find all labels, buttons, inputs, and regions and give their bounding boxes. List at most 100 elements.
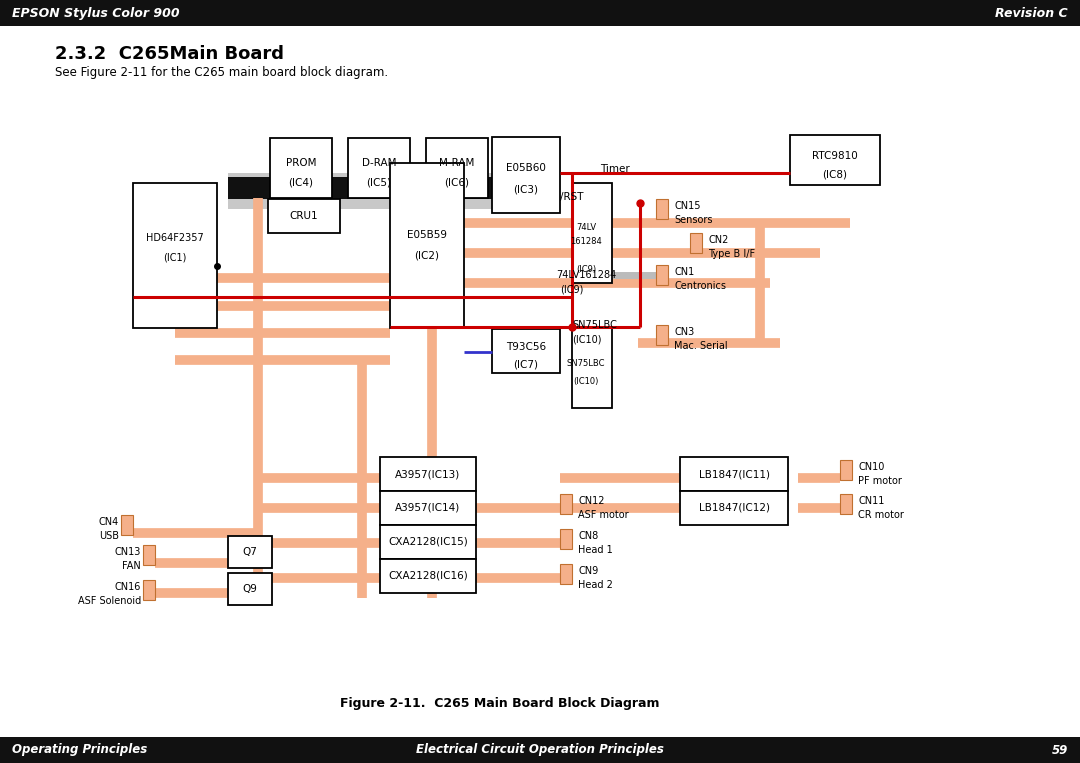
Bar [0,737,1080,763]
Text: E05B59: E05B59 [407,230,447,240]
Text: (IC8): (IC8) [823,169,848,179]
Bar [268,199,340,233]
Text: (IC10): (IC10) [573,376,598,385]
Text: PROM: PROM [286,158,316,168]
Text: Q9: Q9 [243,584,257,594]
Text: Operating Principles: Operating Principles [12,743,147,756]
Text: CN13: CN13 [114,547,141,557]
Bar [656,325,669,345]
Text: CN16: CN16 [114,582,141,592]
Bar [656,199,669,219]
Text: /RST: /RST [561,192,583,202]
Text: CN9: CN9 [578,566,598,576]
Text: Type B I/F: Type B I/F [708,249,755,259]
Text: CN12: CN12 [578,496,605,506]
Text: EPSON Stylus Color 900: EPSON Stylus Color 900 [12,7,179,20]
Bar [0,0,1080,26]
Bar [228,173,538,209]
Text: SN75LBC: SN75LBC [572,320,617,330]
Bar [789,135,880,185]
Text: Centronics: Centronics [674,281,726,291]
Text: M-RAM: M-RAM [440,158,475,168]
Text: (IC1): (IC1) [163,252,187,262]
Text: Revision C: Revision C [996,7,1068,20]
Text: (IC6): (IC6) [445,177,470,187]
Text: (IC5): (IC5) [366,177,392,187]
Text: A3957(IC13): A3957(IC13) [395,469,461,479]
Text: (IC9): (IC9) [576,265,596,273]
Text: 74LV: 74LV [576,223,596,231]
Bar [228,536,272,568]
Text: PF motor: PF motor [858,476,902,486]
Text: 2.3.2  C265Main Board: 2.3.2 C265Main Board [55,45,284,63]
Text: Figure 2-11.  C265 Main Board Block Diagram: Figure 2-11. C265 Main Board Block Diagr… [340,697,660,710]
Text: CN10: CN10 [858,462,885,472]
Bar [143,545,156,565]
Text: E05B60: E05B60 [507,163,545,173]
Text: (IC2): (IC2) [415,250,440,260]
Bar [390,163,464,328]
Text: CN1: CN1 [674,267,694,277]
Text: CXA2128(IC15): CXA2128(IC15) [388,537,468,547]
Text: (IC4): (IC4) [288,177,313,187]
Bar [380,525,476,559]
Bar [143,580,156,600]
Bar [572,183,612,283]
Text: HD64F2357: HD64F2357 [146,233,204,243]
Text: (IC3): (IC3) [513,184,539,194]
Text: 161284: 161284 [570,237,602,246]
Bar [840,460,852,480]
Text: CN2: CN2 [708,235,728,245]
Text: A3957(IC14): A3957(IC14) [395,503,461,513]
Bar [492,137,561,213]
Bar [228,177,538,199]
Bar [561,564,572,584]
Text: 74LV161284: 74LV161284 [556,270,617,280]
Text: CN3: CN3 [674,327,694,337]
Bar [656,265,669,285]
Text: (IC9): (IC9) [561,284,583,294]
Text: See Figure 2-11 for the C265 main board block diagram.: See Figure 2-11 for the C265 main board … [55,66,388,79]
Text: SN75LBC: SN75LBC [567,359,605,368]
Text: D-RAM: D-RAM [362,158,396,168]
Bar [572,328,612,408]
Bar [121,515,133,535]
Bar [680,491,788,525]
Text: CRU1: CRU1 [289,211,319,221]
Bar [270,138,332,198]
Text: RTC9810: RTC9810 [812,151,858,161]
Text: ASF motor: ASF motor [578,510,629,520]
Bar [426,138,488,198]
Text: (IC7): (IC7) [513,359,539,369]
Text: CN8: CN8 [578,531,598,541]
Text: Electrical Circuit Operation Principles: Electrical Circuit Operation Principles [416,743,664,756]
Bar [561,529,572,549]
Text: LB1847(IC12): LB1847(IC12) [699,503,770,513]
Text: 59: 59 [1052,743,1068,756]
Text: USB: USB [99,531,119,541]
Text: CXA2128(IC16): CXA2128(IC16) [388,571,468,581]
Bar [492,329,561,373]
Bar [380,559,476,593]
Text: LB1847(IC11): LB1847(IC11) [699,469,770,479]
Text: Sensors: Sensors [674,215,713,225]
Bar [680,457,788,491]
Bar [348,138,410,198]
Text: CR motor: CR motor [858,510,904,520]
Text: T93C56: T93C56 [505,342,546,352]
Bar [133,183,217,328]
Bar [380,491,476,525]
Text: Timer: Timer [600,164,630,174]
Text: Head 1: Head 1 [578,545,612,555]
Bar [380,457,476,491]
Text: CN11: CN11 [858,496,885,506]
Text: CN15: CN15 [674,201,701,211]
Text: CN4: CN4 [98,517,119,527]
Text: Q7: Q7 [243,547,257,557]
Bar [840,494,852,514]
Text: ASF Solenoid: ASF Solenoid [78,596,141,606]
Bar [690,233,702,253]
Text: Mac. Serial: Mac. Serial [674,341,728,351]
Text: (IC10): (IC10) [572,334,602,344]
Text: FAN: FAN [122,561,141,571]
